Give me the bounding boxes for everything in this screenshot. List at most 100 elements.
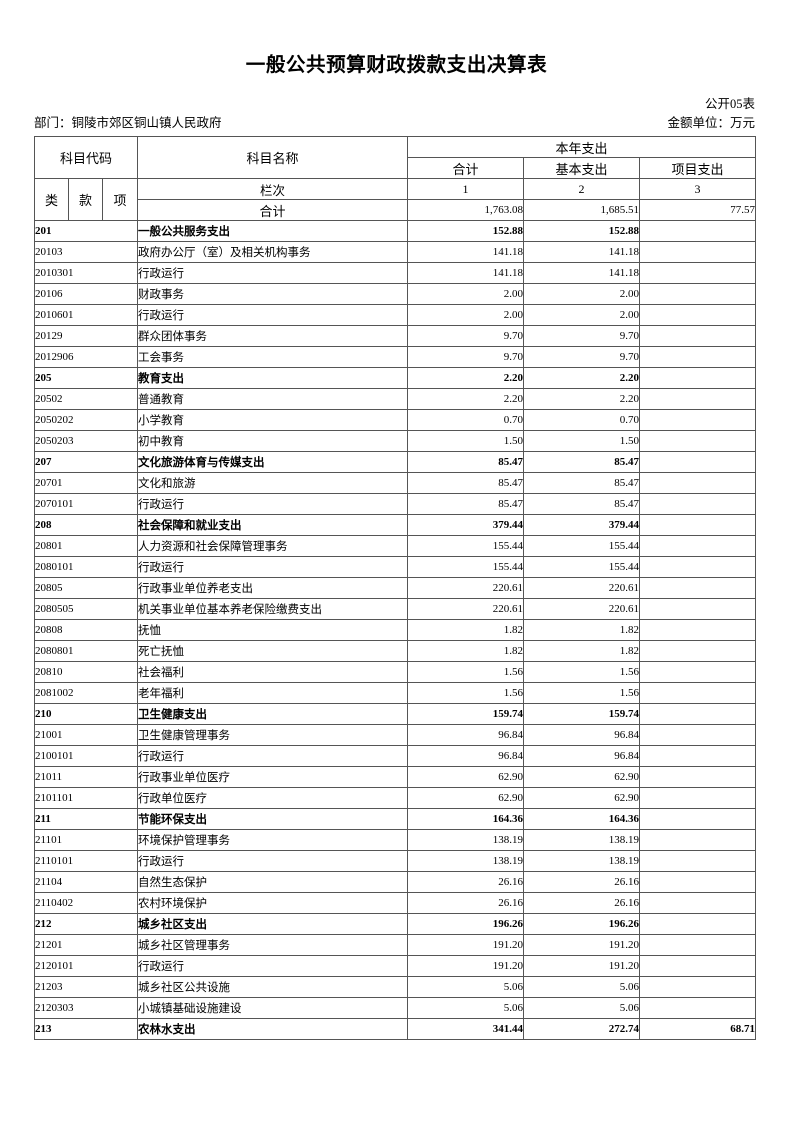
table-row: 210 卫生健康支出 159.74 159.74 (34, 703, 756, 725)
cell-total: 96.84 (407, 745, 524, 767)
table-row: 213 农林水支出 341.44 272.74 68.71 (34, 1018, 756, 1040)
cell-subject-code: 205 (34, 367, 138, 389)
cell-subject-name: 行政运行 (137, 556, 408, 578)
header-subject-code: 科目代码 (34, 136, 138, 179)
cell-project (639, 451, 756, 473)
cell-subject-code: 2050202 (34, 409, 138, 431)
cell-subject-name: 工会事务 (137, 346, 408, 368)
cell-basic: 1.50 (523, 430, 640, 452)
cell-subject-code: 20103 (34, 241, 138, 263)
cell-basic: 96.84 (523, 724, 640, 746)
cell-total: 85.47 (407, 451, 524, 473)
cell-basic: 155.44 (523, 556, 640, 578)
table-row: 205 教育支出 2.20 2.20 (34, 367, 756, 389)
cell-total: 2.20 (407, 388, 524, 410)
cell-total: 26.16 (407, 871, 524, 893)
cell-total: 141.18 (407, 262, 524, 284)
table-row: 2080801 死亡抚恤 1.82 1.82 (34, 640, 756, 662)
cell-subject-code: 2080101 (34, 556, 138, 578)
cell-project (639, 829, 756, 851)
cell-total: 85.47 (407, 493, 524, 515)
cell-basic: 155.44 (523, 535, 640, 557)
cell-subject-code: 207 (34, 451, 138, 473)
header-column-index-2: 2 (523, 178, 640, 200)
table-row: 21203 城乡社区公共设施 5.06 5.06 (34, 976, 756, 998)
cell-basic: 164.36 (523, 808, 640, 830)
table-row: 207 文化旅游体育与传媒支出 85.47 85.47 (34, 451, 756, 473)
cell-total: 155.44 (407, 535, 524, 557)
cell-subject-code: 21203 (34, 976, 138, 998)
cell-total: 9.70 (407, 346, 524, 368)
grand-total-value-total: 1,763.08 (407, 199, 524, 221)
cell-basic: 220.61 (523, 577, 640, 599)
table-row: 208 社会保障和就业支出 379.44 379.44 (34, 514, 756, 536)
header-code-xiang: 项 (102, 178, 138, 221)
header-column-index-3: 3 (639, 178, 756, 200)
header-measure-total: 合计 (407, 157, 524, 179)
cell-total: 191.20 (407, 934, 524, 956)
cell-project: 68.71 (639, 1018, 756, 1040)
table-row: 2070101 行政运行 85.47 85.47 (34, 493, 756, 515)
cell-total: 96.84 (407, 724, 524, 746)
cell-subject-name: 行政事业单位医疗 (137, 766, 408, 788)
cell-basic: 9.70 (523, 325, 640, 347)
cell-project (639, 472, 756, 494)
cell-subject-code: 201 (34, 220, 138, 242)
cell-subject-code: 2010301 (34, 262, 138, 284)
cell-subject-code: 21001 (34, 724, 138, 746)
cell-basic: 26.16 (523, 892, 640, 914)
header-column-index-label: 栏次 (137, 178, 408, 200)
cell-subject-code: 211 (34, 808, 138, 830)
form-number: 公开05表 (704, 97, 755, 111)
cell-basic: 191.20 (523, 955, 640, 977)
cell-total: 2.00 (407, 283, 524, 305)
cell-subject-name: 卫生健康管理事务 (137, 724, 408, 746)
cell-subject-code: 2110402 (34, 892, 138, 914)
cell-basic: 1.82 (523, 640, 640, 662)
cell-total: 0.70 (407, 409, 524, 431)
cell-basic: 5.06 (523, 997, 640, 1019)
cell-basic: 26.16 (523, 871, 640, 893)
cell-basic: 159.74 (523, 703, 640, 725)
cell-subject-code: 21104 (34, 871, 138, 893)
cell-total: 26.16 (407, 892, 524, 914)
cell-project (639, 367, 756, 389)
cell-total: 164.36 (407, 808, 524, 830)
cell-subject-name: 环境保护管理事务 (137, 829, 408, 851)
cell-project (639, 430, 756, 452)
table-row: 2050203 初中教育 1.50 1.50 (34, 430, 756, 452)
cell-subject-name: 小学教育 (137, 409, 408, 431)
table-row: 21101 环境保护管理事务 138.19 138.19 (34, 829, 756, 851)
table-row: 21001 卫生健康管理事务 96.84 96.84 (34, 724, 756, 746)
cell-project (639, 976, 756, 998)
cell-subject-name: 城乡社区支出 (137, 913, 408, 935)
cell-total: 220.61 (407, 577, 524, 599)
cell-subject-code: 2012906 (34, 346, 138, 368)
table-row: 212 城乡社区支出 196.26 196.26 (34, 913, 756, 935)
cell-basic: 9.70 (523, 346, 640, 368)
cell-basic: 141.18 (523, 262, 640, 284)
cell-subject-code: 20801 (34, 535, 138, 557)
cell-basic: 2.20 (523, 388, 640, 410)
page-title: 一般公共预算财政拨款支出决算表 (245, 54, 548, 76)
cell-subject-code: 208 (34, 514, 138, 536)
cell-project (639, 619, 756, 641)
cell-project (639, 514, 756, 536)
cell-subject-code: 2120101 (34, 955, 138, 977)
cell-project (639, 577, 756, 599)
cell-subject-name: 教育支出 (137, 367, 408, 389)
cell-total: 1.82 (407, 619, 524, 641)
cell-subject-name: 一般公共服务支出 (137, 220, 408, 242)
cell-total: 191.20 (407, 955, 524, 977)
cell-subject-name: 文化旅游体育与传媒支出 (137, 451, 408, 473)
cell-subject-name: 初中教育 (137, 430, 408, 452)
cell-project (639, 745, 756, 767)
cell-project (639, 304, 756, 326)
cell-total: 1.50 (407, 430, 524, 452)
cell-basic: 0.70 (523, 409, 640, 431)
header-row-column-index: 类 款 项 栏次 1 2 3 (34, 178, 756, 221)
cell-subject-name: 群众团体事务 (137, 325, 408, 347)
cell-subject-name: 小城镇基础设施建设 (137, 997, 408, 1019)
cell-project (639, 955, 756, 977)
